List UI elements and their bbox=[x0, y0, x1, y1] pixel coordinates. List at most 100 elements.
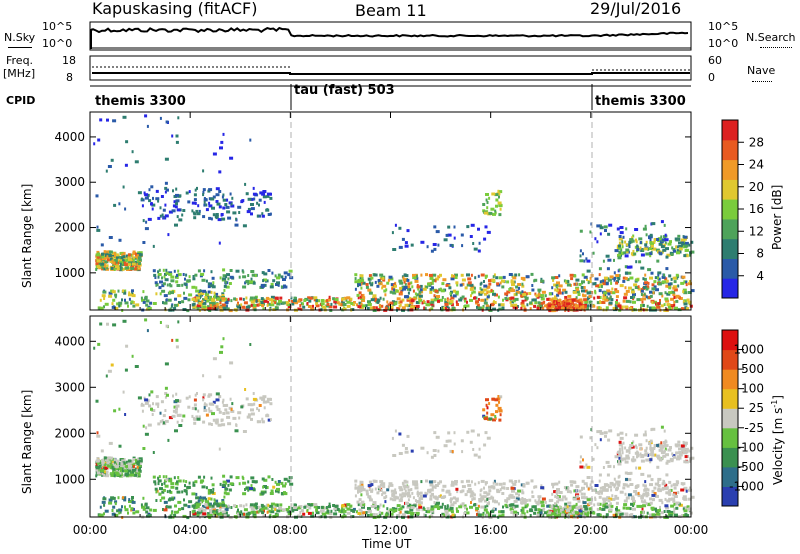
power-cell bbox=[130, 267, 135, 271]
power-cell bbox=[370, 283, 374, 287]
velocity-cell bbox=[607, 499, 611, 503]
power-cell bbox=[509, 300, 512, 304]
power-cell bbox=[401, 298, 405, 302]
power-cell bbox=[115, 306, 119, 310]
velocity-cell bbox=[361, 505, 365, 509]
power-cell bbox=[643, 247, 648, 251]
power-cell bbox=[463, 305, 467, 309]
velocity-cell bbox=[635, 444, 637, 448]
power-cell bbox=[393, 288, 396, 292]
power-cell bbox=[446, 299, 449, 303]
power-cell bbox=[262, 307, 265, 311]
velocity-cell bbox=[313, 505, 317, 509]
velocity-cell bbox=[236, 510, 239, 514]
velocity-cell bbox=[644, 430, 647, 434]
power-cell bbox=[361, 281, 366, 285]
velocity-cell bbox=[161, 496, 166, 500]
velocity-cell bbox=[229, 397, 232, 401]
vel-label-main: Velocity [m s bbox=[771, 407, 785, 485]
power-cell bbox=[482, 305, 485, 308]
velocity-cell bbox=[200, 498, 205, 502]
velocity-cell bbox=[95, 469, 99, 472]
velocity-cell bbox=[685, 487, 688, 491]
velocity-cell bbox=[493, 507, 495, 511]
power-cell bbox=[632, 297, 635, 301]
nave-trace bbox=[92, 66, 690, 71]
power-cell bbox=[523, 294, 527, 298]
velocity-cell bbox=[249, 505, 254, 509]
power-cell bbox=[292, 299, 297, 303]
power-cell bbox=[603, 291, 608, 295]
velocity-cell bbox=[461, 489, 465, 493]
power-cell bbox=[626, 265, 631, 269]
velocity-cell bbox=[618, 443, 623, 447]
velocity-cell bbox=[427, 510, 431, 514]
power-cell bbox=[406, 298, 411, 302]
velocity-cell bbox=[196, 417, 201, 421]
velocity-cell bbox=[333, 512, 338, 516]
power-cell bbox=[100, 262, 105, 266]
velocity-cell bbox=[172, 409, 176, 413]
velocity-colorbar-label: 100 bbox=[741, 382, 764, 396]
power-cell bbox=[553, 303, 556, 307]
velocity-cell bbox=[553, 506, 557, 510]
nsearch-legend-line bbox=[760, 47, 792, 48]
power-cell bbox=[151, 207, 154, 211]
velocity-cell bbox=[631, 442, 634, 446]
velocity-cell bbox=[600, 491, 603, 495]
power-cell bbox=[109, 257, 113, 261]
velocity-colorbar-label: 1000 bbox=[733, 343, 764, 357]
velocity-cell bbox=[509, 507, 512, 511]
velocity-cell bbox=[671, 452, 674, 456]
power-cell bbox=[548, 309, 552, 313]
power-cell bbox=[490, 207, 495, 211]
velocity-cell bbox=[108, 441, 113, 445]
velocity-cell bbox=[443, 444, 448, 448]
velocity-cell bbox=[201, 485, 206, 489]
power-cell bbox=[224, 280, 227, 284]
velocity-cell bbox=[439, 480, 442, 484]
power-cell bbox=[404, 241, 408, 245]
velocity-cell bbox=[555, 514, 560, 518]
power-cell bbox=[508, 273, 513, 276]
velocity-cell bbox=[544, 500, 547, 504]
power-cell bbox=[657, 282, 662, 286]
velocity-cell bbox=[401, 513, 406, 517]
power-cell bbox=[256, 214, 259, 218]
velocity-cell bbox=[142, 496, 145, 500]
velocity-cell bbox=[113, 409, 117, 413]
velocity-cell bbox=[578, 509, 583, 513]
power-cell bbox=[162, 268, 165, 272]
velocity-cell bbox=[675, 480, 679, 484]
velocity-cell bbox=[175, 486, 179, 490]
power-cell bbox=[604, 229, 607, 232]
velocity-cell bbox=[684, 455, 688, 459]
velocity-cell bbox=[470, 501, 472, 504]
power-cell bbox=[208, 216, 212, 220]
power-cell bbox=[655, 288, 659, 292]
power-cell bbox=[482, 203, 486, 206]
velocity-cell bbox=[100, 469, 105, 472]
power-cell bbox=[579, 254, 582, 258]
velocity-cell bbox=[602, 502, 607, 506]
power-cell bbox=[230, 204, 235, 208]
power-cell bbox=[341, 302, 344, 306]
velocity-cell bbox=[131, 468, 136, 472]
power-cell bbox=[128, 293, 132, 297]
velocity-cell bbox=[596, 430, 601, 434]
power-cell bbox=[410, 243, 414, 247]
power-cell bbox=[433, 294, 436, 298]
power-cell bbox=[676, 251, 680, 255]
velocity-cell bbox=[392, 454, 397, 457]
power-cell bbox=[125, 254, 130, 258]
power-cell bbox=[157, 216, 161, 220]
velocity-cell bbox=[289, 482, 294, 486]
velocity-cell bbox=[683, 506, 688, 510]
power-cell bbox=[187, 200, 191, 204]
velocity-cell bbox=[669, 446, 672, 449]
velocity-cell bbox=[625, 456, 629, 460]
power-cell bbox=[486, 285, 491, 289]
velocity-cell bbox=[229, 361, 234, 365]
velocity-cell bbox=[654, 453, 657, 457]
velocity-cell bbox=[680, 488, 685, 492]
